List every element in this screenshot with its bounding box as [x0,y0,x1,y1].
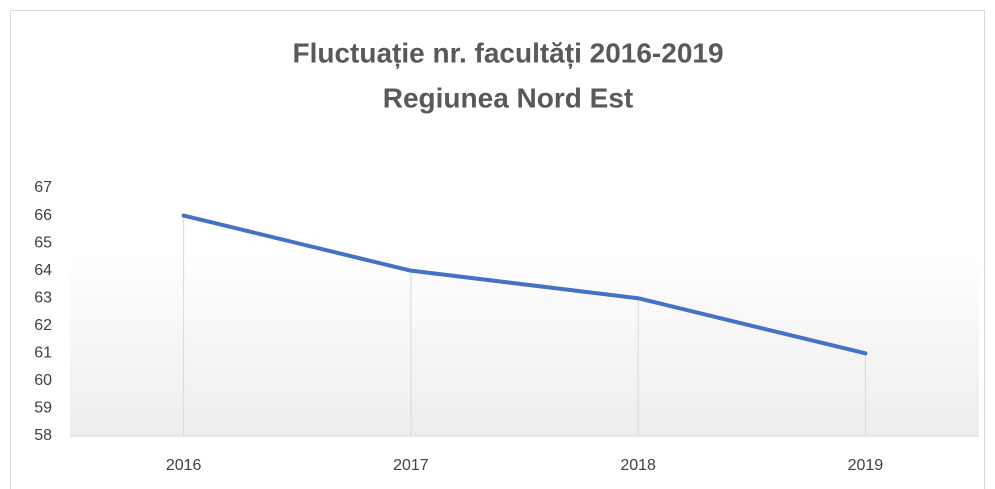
y-tick-label: 62 [34,317,52,334]
y-tick-label: 58 [34,427,52,444]
y-tick-label: 63 [34,289,52,306]
y-tick-label: 59 [34,400,52,417]
y-tick-label: 60 [34,372,52,389]
y-tick-label: 65 [34,234,52,251]
plot-area [70,188,979,436]
y-tick-label: 66 [34,207,52,224]
y-tick-label: 64 [34,262,52,279]
x-tick-label: 2016 [166,457,202,474]
x-tick-label: 2017 [393,457,429,474]
chart-title: Fluctuație nr. facultăți 2016-2019 [292,37,723,68]
chart-title: Regiunea Nord Est [383,82,633,113]
series-line [181,213,868,356]
y-tick-label: 61 [34,345,52,362]
x-tick-label: 2018 [620,457,656,474]
x-tick-label: 2019 [848,457,884,474]
y-tick-label: 67 [34,179,52,196]
